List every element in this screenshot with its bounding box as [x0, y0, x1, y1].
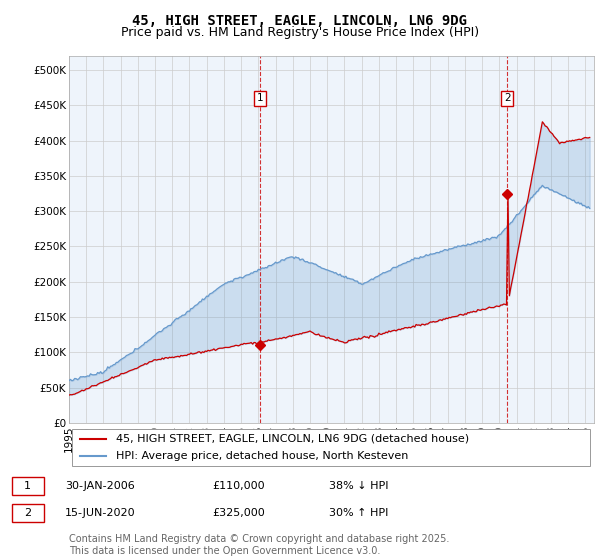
Text: 30-JAN-2006: 30-JAN-2006	[65, 482, 134, 491]
Text: 45, HIGH STREET, EAGLE, LINCOLN, LN6 9DG (detached house): 45, HIGH STREET, EAGLE, LINCOLN, LN6 9DG…	[116, 433, 469, 444]
Text: 30% ↑ HPI: 30% ↑ HPI	[329, 508, 389, 518]
Text: 1: 1	[256, 93, 263, 103]
Text: 2: 2	[504, 93, 511, 103]
Text: Price paid vs. HM Land Registry's House Price Index (HPI): Price paid vs. HM Land Registry's House …	[121, 26, 479, 39]
Text: £325,000: £325,000	[212, 508, 265, 518]
Text: £110,000: £110,000	[212, 482, 265, 491]
Text: 2: 2	[24, 508, 31, 518]
Text: 1: 1	[24, 482, 31, 491]
Text: HPI: Average price, detached house, North Kesteven: HPI: Average price, detached house, Nort…	[116, 451, 409, 461]
Text: Contains HM Land Registry data © Crown copyright and database right 2025.
This d: Contains HM Land Registry data © Crown c…	[69, 534, 449, 556]
FancyBboxPatch shape	[71, 429, 590, 466]
Text: 45, HIGH STREET, EAGLE, LINCOLN, LN6 9DG: 45, HIGH STREET, EAGLE, LINCOLN, LN6 9DG	[133, 14, 467, 28]
FancyBboxPatch shape	[12, 477, 44, 496]
Text: 15-JUN-2020: 15-JUN-2020	[65, 508, 136, 518]
Text: 38% ↓ HPI: 38% ↓ HPI	[329, 482, 389, 491]
FancyBboxPatch shape	[12, 504, 44, 522]
